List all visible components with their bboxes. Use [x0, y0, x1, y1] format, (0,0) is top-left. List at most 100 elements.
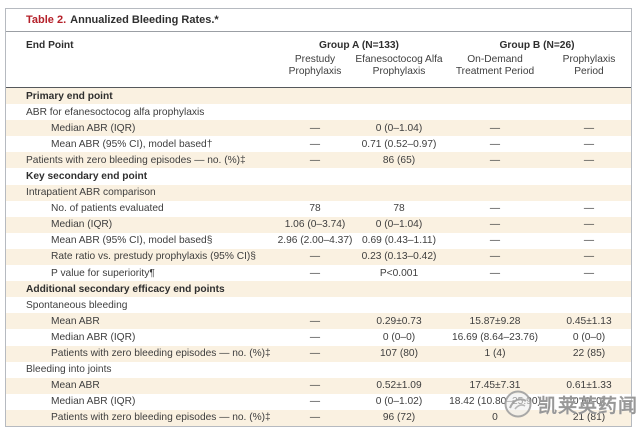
cell-value: 16.69 (8.64–23.76)	[451, 331, 539, 343]
cell-value: 78	[309, 203, 321, 215]
table-row: Mean ABR (95% CI), model based§ 2.96 (2.0…	[6, 233, 631, 249]
column-header-endpoint: End Point	[26, 40, 74, 51]
table-row: Patients with zero bleeding episodes — n…	[6, 409, 631, 426]
row-label: ABR for efanesoctocog alfa prophylaxis	[26, 106, 205, 118]
row-label: Median ABR (IQR)	[51, 122, 136, 134]
cell-value: —	[309, 396, 321, 408]
cell-value: 0.45±1.13	[566, 315, 612, 327]
cell-value: —	[583, 122, 595, 134]
cell-value: —	[489, 267, 501, 279]
row-label: Patients with zero bleeding episodes — n…	[26, 154, 246, 166]
row-label: Patients with zero bleeding episodes — n…	[51, 412, 271, 424]
cell-value: 22 (85)	[572, 348, 606, 360]
row-label: Intrapatient ABR comparison	[26, 187, 156, 199]
table-row: Patients with zero bleeding episodes — n…	[6, 345, 631, 362]
table-row: Median ABR (IQR) — 0 (0–1.02) 18.42 (10.80–…	[6, 394, 631, 410]
cell-value: 96 (72)	[382, 412, 416, 424]
column-header-group-b: Group B (N=26)	[499, 40, 575, 51]
cell-value: 18.42 (10.80–25.90)	[449, 396, 541, 408]
cell-value: —	[309, 380, 321, 392]
table-row: Additional secondary efficacy end points	[6, 281, 631, 298]
table-title-text: Annualized Bleeding Rates.*	[70, 14, 219, 26]
cell-value: 0.52±1.09	[376, 380, 422, 392]
cell-value: —	[309, 348, 321, 360]
table-title: Table 2. Annualized Bleeding Rates.*	[6, 9, 631, 32]
table-header: End Point Group A (N=133) Group B (N=26)…	[6, 32, 631, 88]
cell-value: —	[583, 154, 595, 166]
cell-value: —	[309, 412, 321, 424]
cell-value: 0 (0–1.02)	[375, 396, 423, 408]
row-label: Median ABR (IQR)	[51, 331, 136, 343]
table-row: Median ABR (IQR) — 0 (0–0) 16.69 (8.64–23.7…	[6, 329, 631, 345]
table-row: Bleeding into joints	[6, 362, 631, 378]
row-label: Mean ABR	[51, 315, 100, 327]
cell-value: 1 (4)	[484, 348, 506, 360]
table-body: Primary end point ABR for efanesoctocog a…	[6, 88, 631, 426]
cell-value: —	[309, 267, 321, 279]
cell-value: —	[489, 251, 501, 263]
row-label: Mean ABR (95% CI), model based§	[51, 235, 213, 247]
table-card: Table 2. Annualized Bleeding Rates.* End…	[5, 8, 632, 427]
cell-value: 17.45±7.31	[469, 380, 521, 392]
header-group-row: End Point Group A (N=133) Group B (N=26)	[6, 40, 631, 51]
cell-value: —	[309, 315, 321, 327]
cell-value: —	[583, 219, 595, 231]
row-label: Patients with zero bleeding episodes — n…	[51, 348, 271, 360]
cell-value: —	[583, 235, 595, 247]
cell-value: 107 (80)	[380, 348, 418, 360]
table-row: No. of patients evaluated 78 78 — —	[6, 201, 631, 217]
cell-value: 0 (0–0)	[572, 396, 606, 408]
header-subcolumn-row: Prestudy Prophylaxis Efanesoctocog Alfa …	[6, 54, 631, 78]
cell-value: 15.87±9.28	[469, 315, 521, 327]
column-header-prestudy-prophylaxis: Prestudy Prophylaxis	[288, 54, 342, 77]
row-label: Median (IQR)	[51, 219, 113, 231]
cell-value: 0 (0–1.04)	[375, 219, 423, 231]
cell-value: —	[309, 122, 321, 134]
cell-value: —	[583, 138, 595, 150]
cell-value: 86 (65)	[382, 154, 416, 166]
cell-value: 0	[492, 412, 498, 424]
cell-value: 0.71 (0.52–0.97)	[361, 138, 437, 150]
cell-value: 78	[393, 203, 405, 215]
row-label: Additional secondary efficacy end points	[26, 283, 225, 295]
column-header-on-demand-treatment-period: On-Demand Treatment Period	[455, 54, 535, 77]
table-row: ABR for efanesoctocog alfa prophylaxis	[6, 104, 631, 120]
cell-value: —	[489, 203, 501, 215]
cell-value: 2.96 (2.00–4.37)	[277, 235, 353, 247]
table-row: Rate ratio vs. prestudy prophylaxis (95%…	[6, 248, 631, 266]
table-row: Median (IQR) 1.06 (0–3.74) 0 (0–1.04) — —	[6, 216, 631, 233]
cell-value: —	[489, 154, 501, 166]
row-label: Rate ratio vs. prestudy prophylaxis (95%…	[51, 251, 256, 263]
cell-value: —	[583, 267, 595, 279]
row-label: Key secondary end point	[26, 171, 148, 183]
cell-value: 0.69 (0.43–1.11)	[361, 235, 436, 247]
cell-value: —	[309, 154, 321, 166]
table-row: Median ABR (IQR) — 0 (0–1.04) — —	[6, 120, 631, 137]
table-row: Mean ABR (95% CI), model based† — 0.71 (0.…	[6, 136, 631, 152]
row-label: Bleeding into joints	[26, 364, 112, 376]
table-row: Primary end point	[6, 88, 631, 105]
row-label: Median ABR (IQR)	[51, 396, 136, 408]
cell-value: —	[489, 122, 501, 134]
table-row: P value for superiority¶ — P<0.001 — —	[6, 265, 631, 281]
table-row: Patients with zero bleeding episodes — n…	[6, 152, 631, 169]
cell-value: 0.23 (0.13–0.42)	[361, 251, 437, 263]
cell-value: 0.61±1.33	[566, 380, 612, 392]
table-row: Mean ABR — 0.29±0.73 15.87±9.28 0.45±1.13	[6, 313, 631, 330]
cell-value: —	[489, 138, 501, 150]
table-row: Mean ABR — 0.52±1.09 17.45±7.31 0.61±1.33	[6, 377, 631, 394]
column-header-efanesoctocog-alfa-prophylaxis: Efanesoctocog Alfa Prophylaxis	[355, 54, 443, 77]
cell-value: —	[489, 219, 501, 231]
cell-value: 0 (0–0)	[382, 331, 416, 343]
table-row: Intrapatient ABR comparison	[6, 184, 631, 201]
row-label: P value for superiority¶	[51, 267, 155, 279]
cell-value: —	[489, 235, 501, 247]
row-label: Mean ABR	[51, 380, 100, 392]
cell-value: 21 (81)	[572, 412, 606, 424]
column-header-prophylaxis-period: Prophylaxis Period	[562, 54, 616, 77]
cell-value: 0 (0–0)	[572, 331, 606, 343]
cell-value: P<0.001	[379, 267, 419, 279]
table-row: Key secondary end point	[6, 168, 631, 184]
header-spacer	[6, 54, 275, 78]
